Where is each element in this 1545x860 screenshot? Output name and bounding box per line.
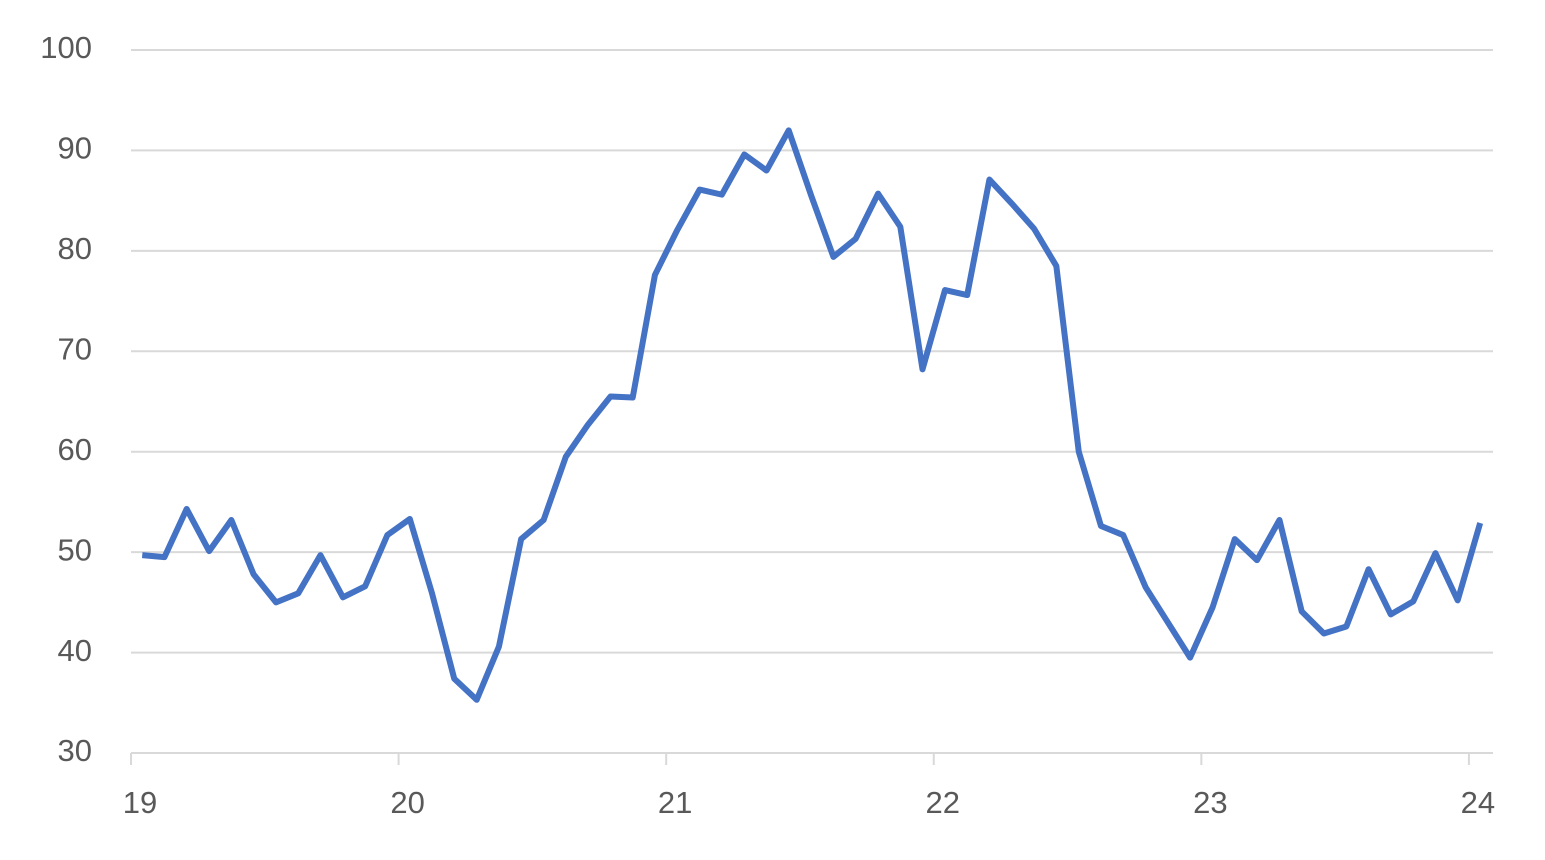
x-tick-label: 22 [926,785,960,820]
x-tick-label: 24 [1461,785,1495,820]
y-tick-label: 100 [40,30,92,65]
y-tick-label: 40 [58,633,92,668]
line [141,127,1484,703]
y-tick-label: 90 [58,131,92,166]
y-tick-label: 70 [58,331,92,366]
y-tick-label: 80 [58,231,92,266]
x-tick-label: 21 [658,785,692,820]
x-tick-label: 23 [1193,785,1227,820]
y-tick-label: 50 [58,532,92,567]
x-tick-label: 20 [390,785,424,820]
y-tick-label: 30 [58,733,92,768]
x-tick-label: 19 [123,785,157,820]
y-tick-label: 60 [58,432,92,467]
